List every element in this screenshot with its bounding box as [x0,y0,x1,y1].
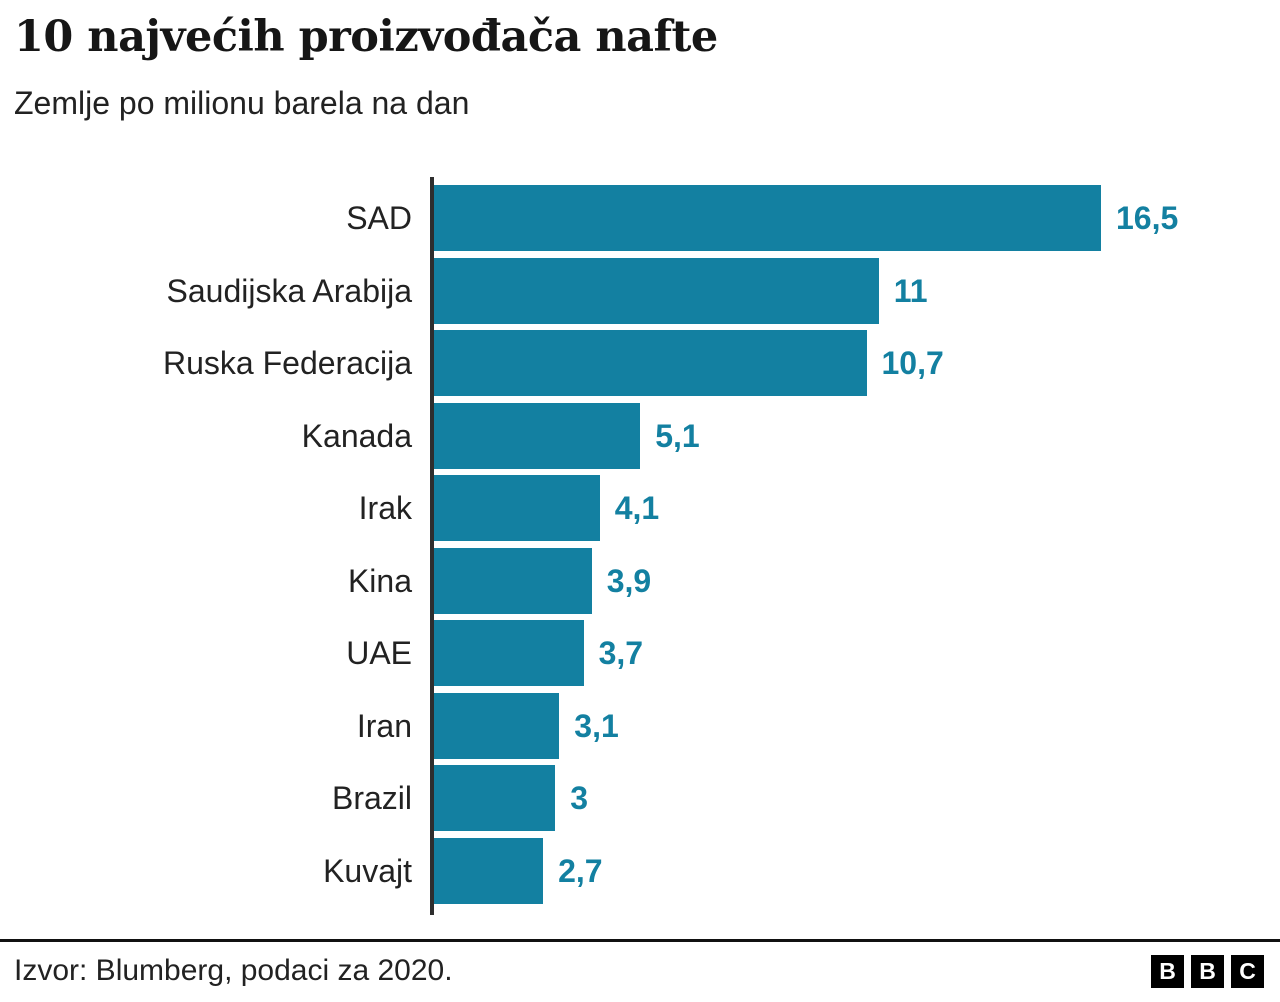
chart-row: SAD 16,5 [0,185,1280,258]
chart-row: UAE 3,7 [0,620,1280,693]
bar [434,837,544,904]
category-label: Saudijska Arabija [166,272,412,309]
value-label: 2,7 [558,852,603,889]
value-label: 11 [893,272,928,309]
bar [434,475,600,541]
value-label: 10,7 [881,345,944,381]
value-label: 16,5 [1116,200,1179,236]
y-axis-line [430,177,434,915]
category-label: Iran [356,707,412,744]
category-label: SAD [346,200,412,236]
category-label: Brazil [331,780,412,816]
chart-row: Iran 3,1 [0,692,1280,766]
category-label: Kuvajt [323,852,412,889]
category-label: Ruska Federacija [163,345,412,381]
bar [434,330,867,396]
bbc-logo-letter: C [1231,954,1264,988]
value-label: 4,1 [614,490,660,526]
footer-divider [0,939,1280,942]
category-label: UAE [346,635,412,671]
bar-chart: SAD 16,5 Saudijska Arabija 11 Ruska Federaci… [0,177,1280,915]
bar [434,185,1101,251]
chart-row: Kuvajt 2,7 [0,837,1280,911]
chart-header: 10 najvećih proizvođača nafte Zemlje po … [0,0,1280,121]
value-label: 5,1 [655,417,700,454]
category-label: Irak [358,490,412,526]
chart-row: Kanada 5,1 [0,402,1280,476]
bar [434,547,592,614]
chart-subtitle: Zemlje po milionu barela na dan [14,84,470,121]
source-text: Izvor: Blumberg, podaci za 2020. [14,954,453,987]
bar [434,765,556,831]
value-label: 3,9 [606,562,652,599]
category-label: Kanada [301,417,412,454]
value-label: 3 [570,780,589,816]
chart-row: Kina 3,9 [0,547,1280,621]
bbc-logo-letter: B [1191,954,1224,988]
chart-row: Ruska Federacija 10,7 [0,330,1280,403]
value-label: 3,1 [574,707,619,744]
bar [434,620,584,686]
bar [434,692,560,759]
bar [434,257,879,324]
chart-row: Brazil 3 [0,765,1280,838]
bar [434,402,641,469]
chart-title: 10 najvećih proizvođača nafte [14,12,718,62]
bbc-logo-letter: B [1151,954,1184,988]
chart-row: Irak 4,1 [0,475,1280,548]
value-label: 3,7 [598,635,644,671]
chart-row: Saudijska Arabija 11 [0,257,1280,331]
category-label: Kina [347,562,412,599]
